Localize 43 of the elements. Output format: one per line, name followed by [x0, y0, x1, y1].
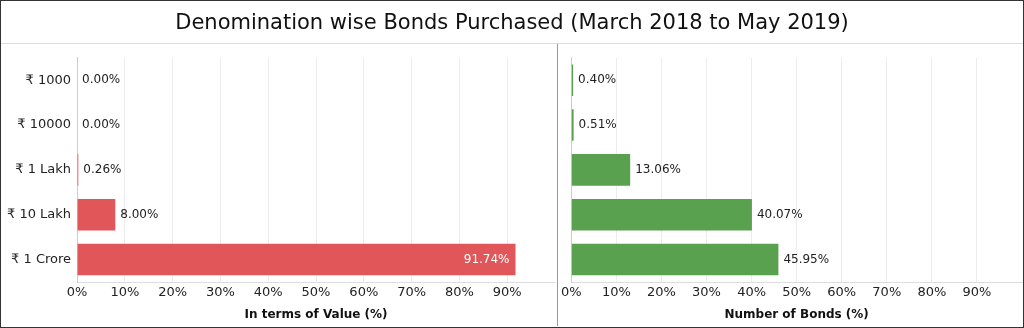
x-tick-label: 40% [737, 284, 767, 300]
x-tick-label: 10% [601, 284, 631, 300]
data-label: 13.06% [635, 162, 681, 177]
data-label: 0.00% [82, 72, 121, 87]
x-axis-title: In terms of Value (%) [244, 306, 388, 321]
data-label: 40.07% [756, 206, 803, 221]
x-tick-label: 80% [917, 284, 947, 300]
data-label: 0.00% [82, 117, 121, 132]
y-tick-label: ₹ 1 Crore [11, 250, 72, 266]
bar [77, 198, 116, 231]
x-tick-label: 50% [782, 284, 812, 300]
data-label: 0.40% [578, 72, 617, 87]
data-label: 45.95% [783, 251, 830, 266]
x-tick-label: 0% [66, 284, 88, 300]
x-tick-label: 30% [692, 284, 721, 300]
bar [77, 243, 516, 276]
x-tick-label: 40% [253, 284, 283, 300]
y-tick-label: ₹ 10 Lakh [6, 206, 72, 222]
x-tick-label: 50% [301, 284, 331, 300]
y-tick-label: ₹ 10000 [17, 116, 72, 132]
x-tick-label: 80% [444, 284, 474, 300]
bar [571, 154, 631, 186]
x-axis-title: Number of Bonds (%) [724, 306, 869, 321]
x-tick-label: 70% [872, 284, 902, 300]
chart-title: Denomination wise Bonds Purchased (March 2018 to May 2019) [1, 1, 1023, 44]
x-tick-label: 20% [158, 284, 188, 300]
x-tick-label: 60% [827, 284, 857, 300]
bar [571, 198, 752, 231]
data-label: 0.26% [83, 162, 122, 177]
x-tick-label: 90% [962, 284, 992, 300]
bar [571, 243, 779, 276]
x-tick-label: 30% [205, 284, 235, 300]
x-tick-label: 90% [492, 284, 522, 300]
data-label: 0.51% [578, 117, 617, 132]
y-tick-label: ₹ 1000 [25, 71, 72, 87]
data-label: 8.00% [120, 206, 159, 221]
data-label: 91.74% [463, 251, 510, 266]
x-tick-label: 20% [647, 284, 676, 300]
x-tick-label: 60% [349, 284, 379, 300]
y-tick-label: ₹ 1 Lakh [15, 161, 72, 177]
x-tick-label: 70% [397, 284, 427, 300]
x-tick-label: 0% [561, 284, 582, 300]
x-tick-label: 10% [110, 284, 140, 300]
